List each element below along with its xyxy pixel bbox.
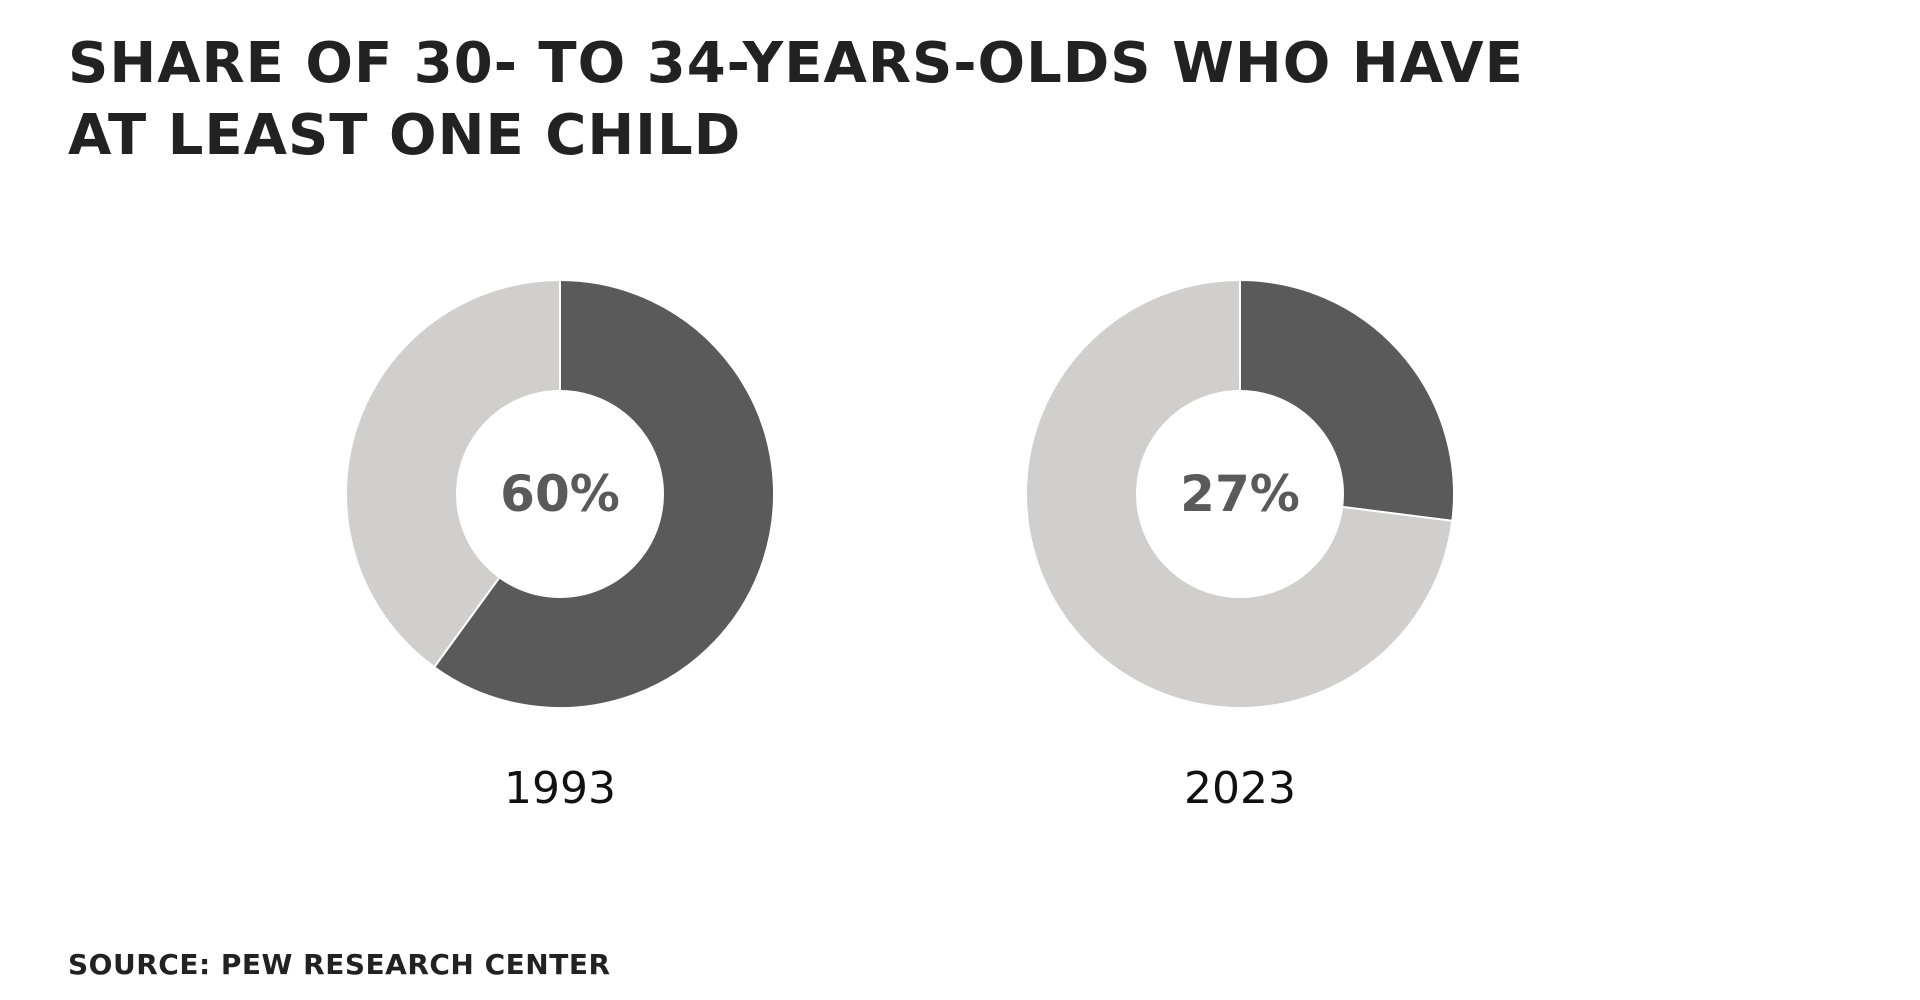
donut-1993-center-label: 60% [500,465,620,523]
chart-title-line-2: AT LEAST ONE CHILD [68,103,742,168]
donut-1993-center-hole [456,390,664,598]
donut-1993-slice-remainder [345,278,562,669]
chart-title-line-1: SHARE OF 30- TO 34-YEARS-OLDS WHO HAVE [68,31,1524,96]
source-note: SOURCE: PEW RESEARCH CENTER [68,948,611,981]
donut-chart-1993: 60% 1993 [345,278,775,814]
donut-2023-center-hole [1136,390,1344,598]
chart-title: SHARE OF 30- TO 34-YEARS-OLDS WHO HAVE A… [68,28,1668,172]
donut-chart-2023: 27% 2023 [1025,278,1455,814]
donut-2023-year-label: 2023 [1184,763,1296,814]
donut-1993-year-label: 1993 [504,763,616,814]
donut-2023-center-label: 27% [1180,465,1300,523]
